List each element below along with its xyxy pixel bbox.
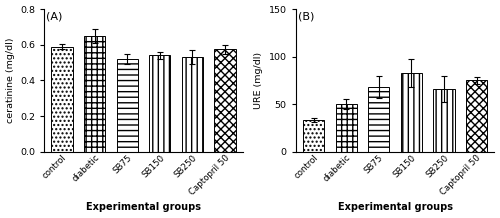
Bar xyxy=(400,73,422,152)
Text: (A): (A) xyxy=(46,12,62,22)
Bar xyxy=(116,59,138,152)
Bar xyxy=(303,120,324,152)
Bar xyxy=(336,104,356,152)
Y-axis label: ceratinine (mg/dl): ceratinine (mg/dl) xyxy=(6,38,15,123)
Text: (B): (B) xyxy=(298,12,314,22)
X-axis label: Experimental groups: Experimental groups xyxy=(338,203,452,213)
Bar xyxy=(149,55,171,152)
Bar xyxy=(182,57,203,152)
Y-axis label: URE (mg/dl): URE (mg/dl) xyxy=(254,52,263,109)
Bar xyxy=(368,87,390,152)
Bar xyxy=(52,46,72,152)
Bar xyxy=(214,49,236,152)
Bar xyxy=(434,89,454,152)
Bar xyxy=(84,36,105,152)
Bar xyxy=(466,80,487,152)
X-axis label: Experimental groups: Experimental groups xyxy=(86,203,201,213)
